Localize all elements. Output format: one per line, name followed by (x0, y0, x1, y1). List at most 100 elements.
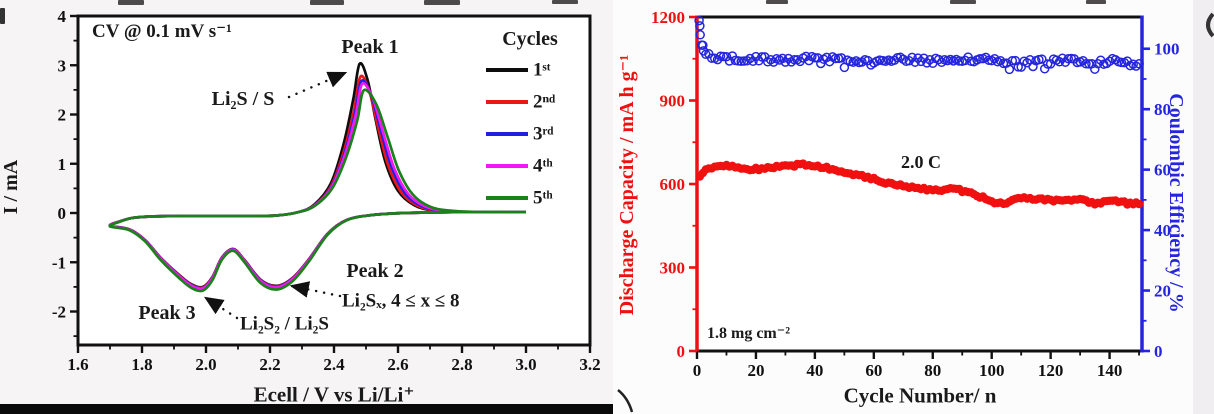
cv-y-tick-label: -2 (52, 303, 66, 322)
cv-y-tick-label: 0 (58, 204, 67, 223)
cv-peak2-species-label: Li₂Sₓ, 4 ≤ x ≤ 8 (342, 290, 460, 312)
efficiency-data-point (694, 15, 704, 26)
cycling-right-tick-label: 80 (1154, 100, 1171, 119)
cv-x-tick-label: 2.2 (259, 355, 280, 374)
efficiency-data-point (989, 53, 1000, 64)
cycling-right-tick-label: 0 (1154, 342, 1163, 361)
efficiency-data-point (830, 53, 841, 64)
cv-y-tick-label: -1 (52, 253, 66, 272)
efficiency-data-point (1134, 59, 1144, 69)
right-edge-strip (1193, 0, 1214, 414)
cycling-left-tick-label: 300 (660, 259, 686, 278)
cycling-right-tick-label: 40 (1154, 221, 1171, 240)
efficiency-data-point (765, 55, 776, 65)
cropped-text-fragment (310, 0, 344, 5)
cv-peak1-label: Peak 1 (341, 36, 399, 58)
cycling-x-tick-label: 100 (979, 361, 1005, 380)
cropped-text-fragment (118, 0, 144, 5)
cycling-loading-annotation: 1.8 mg cm⁻² (707, 325, 790, 342)
cv-y-tick-label: 1 (58, 155, 67, 174)
efficiency-data-point (1104, 56, 1115, 67)
efficiency-data-point (789, 54, 800, 65)
cycling-right-tick-label: 20 (1154, 282, 1171, 301)
cycling-left-axis-title: Discharge Capacity / mA h g⁻¹ (616, 54, 638, 316)
cycling-right-axis-title: Coulombic Efficiency / % (1165, 93, 1187, 313)
efficiency-data-point (1037, 54, 1047, 64)
cv-x-tick-label: 2.4 (323, 355, 345, 374)
efficiency-data-point (919, 53, 929, 63)
efficiency-data-point (1013, 62, 1023, 72)
cycling-right-tick-label: 100 (1154, 40, 1180, 59)
efficiency-data-point (745, 53, 755, 64)
cv-legend-title: Cycles (502, 28, 558, 50)
efficiency-data-point (1116, 57, 1127, 68)
cv-legend-label-1st: 1ˢᵗ (533, 59, 551, 81)
efficiency-data-point (836, 53, 847, 63)
cropped-text-fragment (552, 0, 578, 4)
cv-legend-label-3rd: 3ʳᵈ (533, 123, 554, 145)
cropped-text-fragment (1086, 0, 1106, 4)
cycling-left-tick-label: 900 (660, 92, 686, 111)
cycling-chart: 0 20 40 60 80 100 120 140 0 300 600 900 1200 0 20 40 60 8… (651, 8, 1180, 380)
cv-x-tick-label: 2.6 (387, 355, 408, 374)
cropped-text-fragment (766, 0, 788, 4)
cv-legend-label-2nd: 2ⁿᵈ (533, 91, 556, 113)
cv-x-axis-title: Ecell / V vs Li/Li⁺ (253, 382, 415, 407)
cv-x-tick-label: 2.0 (195, 355, 216, 374)
efficiency-data-point (922, 58, 932, 68)
efficiency-data-point (695, 21, 705, 31)
cropped-glyph-fragment (617, 389, 634, 413)
efficiency-data-point (718, 51, 729, 62)
efficiency-data-point (1084, 59, 1094, 69)
efficiency-data-point (933, 54, 944, 65)
efficiency-data-point (1007, 55, 1018, 66)
cv-peak1-species-label: Li₂S / S (211, 88, 275, 110)
cv-x-tick-label: 1.8 (131, 355, 152, 374)
cv-x-tick-label: 1.6 (67, 355, 88, 374)
cropped-text-fragment (0, 8, 5, 24)
cv-peak2-label: Peak 2 (346, 260, 404, 282)
efficiency-data-point (1081, 59, 1091, 69)
efficiency-data-point (1004, 64, 1015, 75)
cv-peak3-species-label: Li₂S₂ / Li₂S (240, 313, 329, 335)
cycling-x-tick-label: 80 (924, 361, 941, 380)
efficiency-data-point (1063, 53, 1074, 64)
efficiency-data-point (1090, 64, 1100, 74)
cycling-rate-annotation: 2.0 C (901, 152, 941, 172)
cv-peak3-label: Peak 3 (138, 302, 196, 324)
cv-y-tick-label: 2 (58, 106, 67, 125)
cv-y-tick-label: 4 (58, 7, 67, 26)
efficiency-data-point (810, 53, 820, 63)
cv-legend-label-4th: 4ᵗʰ (533, 155, 553, 177)
cycling-x-tick-label: 140 (1097, 361, 1123, 380)
efficiency-data-point (907, 52, 917, 63)
efficiency-data-point (1039, 64, 1050, 74)
cycling-x-tick-label: 60 (865, 361, 882, 380)
efficiency-data-point (695, 30, 705, 40)
cycling-left-tick-label: 600 (660, 175, 686, 194)
cv-curve-cycle-5th (108, 88, 527, 293)
cycling-right-tick-label: 60 (1154, 161, 1171, 180)
cycling-x-tick-label: 40 (806, 361, 823, 380)
cropped-text-fragment (424, 0, 460, 5)
efficiency-data-point (724, 56, 735, 66)
cycling-left-tick-label: 1200 (651, 8, 685, 27)
cv-chart: 1.6 1.8 2.0 2.2 2.4 2.6 2.8 3.0 3.2 -2 -1 0 1 2 3 4 (52, 7, 601, 374)
cropped-text-fragment (950, 0, 976, 4)
cv-arrow-peak2 (289, 281, 342, 298)
efficiency-data-point (736, 56, 746, 67)
cv-y-tick-label: 3 (58, 56, 67, 75)
cycling-plot-area (697, 17, 1142, 351)
efficiency-data-point (698, 40, 708, 51)
efficiency-data-point (715, 51, 726, 62)
cycling-x-tick-label: 120 (1038, 361, 1064, 380)
cycling-left-tick-label: 0 (677, 342, 686, 361)
efficiency-data-point (757, 52, 767, 62)
efficiency-data-point (995, 55, 1006, 66)
capacity-data-point (1134, 199, 1144, 209)
efficiency-data-point (706, 53, 717, 63)
efficiency-data-point (1042, 59, 1053, 69)
bottom-crop-bar (0, 404, 613, 414)
efficiency-data-point (1087, 59, 1097, 69)
